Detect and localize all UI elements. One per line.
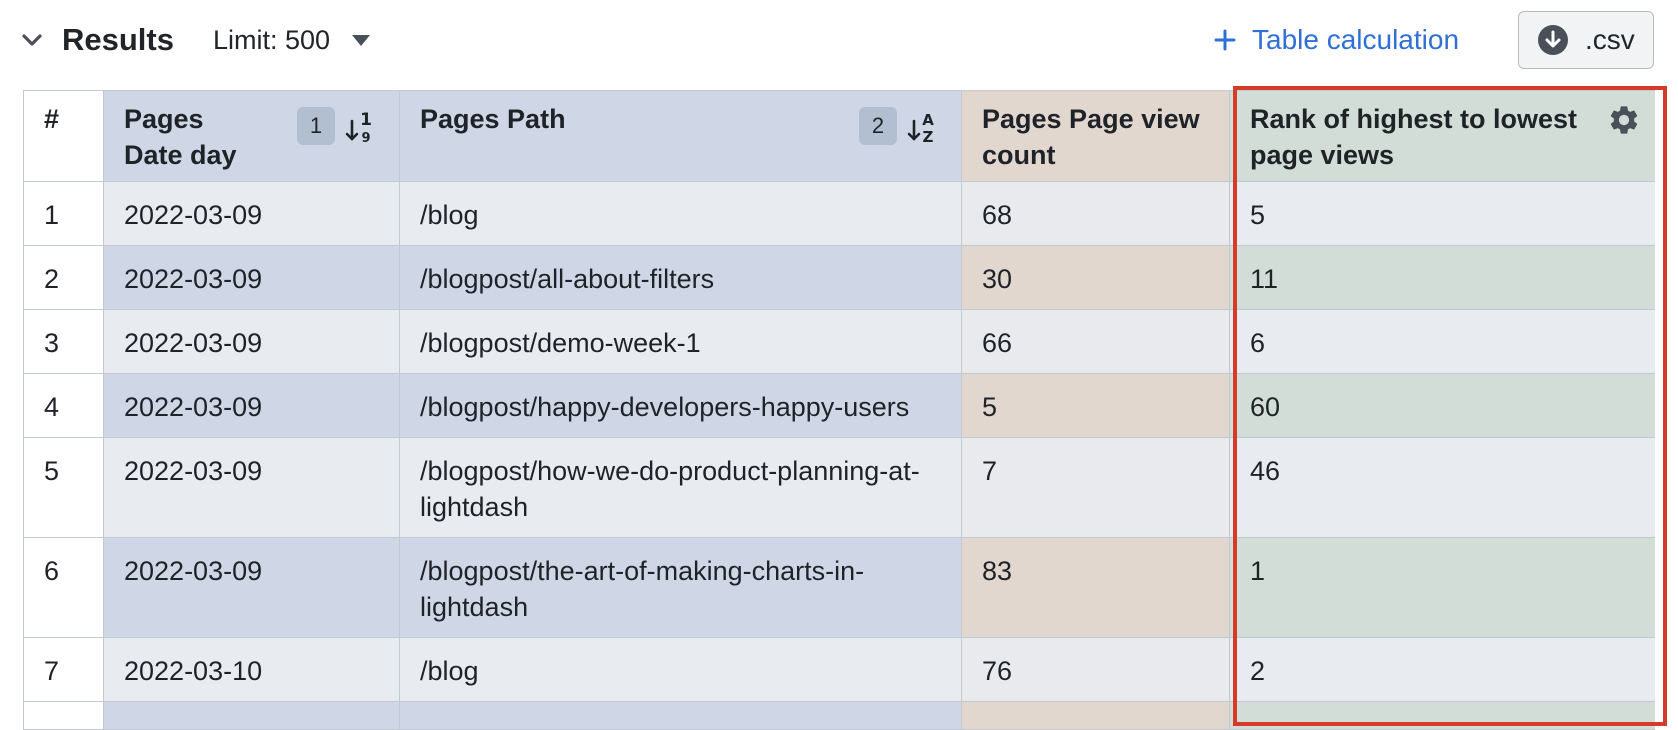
cell-pages-path[interactable]: /blog — [399, 181, 962, 246]
sort-ascending-numeric-icon: 1 9 — [345, 110, 372, 145]
cell-pages-date-day[interactable] — [103, 701, 400, 730]
cell-pages-path[interactable]: /blogpost/happy-developers-happy-users — [399, 373, 962, 438]
table-row: 5 2022-03-09/blogpost/how-we-do-product-p… — [23, 437, 1655, 538]
column-header-label: # — [44, 104, 60, 134]
cell-page-view-count[interactable]: 30 — [961, 245, 1230, 310]
cell-pages-path[interactable]: /blogpost/demo-week-1 — [399, 309, 962, 374]
cell-index[interactable]: 5 — [23, 437, 104, 538]
cell-pages-path[interactable]: /blogpost/all-about-filters — [399, 245, 962, 310]
svg-text:9: 9 — [361, 131, 370, 145]
cell-page-view-count[interactable]: 76 — [961, 637, 1230, 702]
cell-rank[interactable] — [1229, 701, 1655, 730]
add-table-calculation-button[interactable]: Table calculation — [1214, 20, 1459, 60]
cell-pages-path[interactable]: /blogpost/the-art-of-making-charts-in-li… — [399, 537, 962, 638]
results-table: # Pages Date day 1 1 9 Pag — [23, 90, 1655, 730]
cell-rank[interactable]: 11 — [1229, 245, 1655, 310]
download-icon — [1538, 25, 1568, 55]
cell-pages-path[interactable]: /blogpost/how-we-do-product-planning-at-… — [399, 437, 962, 538]
column-header-rank-table-calculation[interactable]: Rank of highest to lowest page views — [1229, 90, 1655, 182]
cell-pages-date-day[interactable]: 2022-03-09 — [103, 245, 400, 310]
limit-select[interactable]: Limit: 500 — [213, 20, 371, 60]
cell-page-view-count[interactable]: 5 — [961, 373, 1230, 438]
cell-pages-date-day[interactable]: 2022-03-09 — [103, 537, 400, 638]
table-row: 3 2022-03-09/blogpost/demo-week-1 66 6 — [23, 309, 1655, 374]
cell-page-view-count[interactable]: 66 — [961, 309, 1230, 374]
csv-label: .csv — [1585, 24, 1635, 55]
column-header-label: Rank of highest to lowest page views — [1250, 104, 1578, 170]
cell-index[interactable]: 6 — [23, 537, 104, 638]
gear-icon[interactable] — [1607, 103, 1641, 137]
cell-index[interactable]: 1 — [23, 181, 104, 246]
table-row: 2 2022-03-09/blogpost/all-about-filters 30… — [23, 245, 1655, 310]
table-row — [23, 701, 1655, 730]
cell-pages-date-day[interactable]: 2022-03-10 — [103, 637, 400, 702]
sort-order-badge: 1 — [297, 107, 335, 145]
cell-page-view-count[interactable]: 68 — [961, 181, 1230, 246]
table-row: 6 2022-03-09/blogpost/the-art-of-making-c… — [23, 537, 1655, 638]
sort-ascending-alpha-icon: A Z — [907, 111, 934, 145]
cell-index[interactable] — [23, 701, 104, 730]
cell-page-view-count[interactable]: 7 — [961, 437, 1230, 538]
cell-pages-path[interactable] — [399, 701, 962, 730]
plus-icon — [1214, 29, 1236, 51]
cell-rank[interactable]: 60 — [1229, 373, 1655, 438]
table-row: 4 2022-03-09/blogpost/happy-developers-ha… — [23, 373, 1655, 438]
column-header-pages-page-view-count[interactable]: Pages Page view count — [961, 90, 1230, 182]
svg-text:Z: Z — [923, 128, 934, 145]
cell-pages-date-day[interactable]: 2022-03-09 — [103, 437, 400, 538]
svg-text:1: 1 — [360, 110, 372, 130]
column-header-label: Pages Date day — [124, 104, 237, 170]
results-title: Results — [62, 22, 174, 57]
caret-down-icon — [352, 34, 371, 46]
cell-pages-date-day[interactable]: 2022-03-09 — [103, 181, 400, 246]
cell-page-view-count[interactable]: 83 — [961, 537, 1230, 638]
export-csv-button[interactable]: .csv — [1518, 11, 1654, 69]
cell-rank[interactable]: 5 — [1229, 181, 1655, 246]
limit-label: Limit: 500 — [213, 24, 331, 55]
table-header-row: # Pages Date day 1 1 9 Pag — [23, 90, 1655, 182]
results-header: Results Limit: 500 Table calculation .cs… — [0, 0, 1678, 82]
cell-page-view-count[interactable] — [961, 701, 1230, 730]
cell-index[interactable]: 2 — [23, 245, 104, 310]
table-row: 7 2022-03-10/blog 76 2 — [23, 637, 1655, 702]
sort-indicator[interactable]: 2 A Z — [859, 107, 937, 145]
cell-index[interactable]: 3 — [23, 309, 104, 374]
cell-pages-date-day[interactable]: 2022-03-09 — [103, 309, 400, 374]
table-body: 1 2022-03-09/blog 68 5 2 2022-03-09/blogpost/… — [23, 181, 1655, 730]
table-calculation-label: Table calculation — [1252, 24, 1460, 55]
chevron-down-icon[interactable] — [20, 28, 44, 52]
sort-order-badge: 2 — [859, 107, 897, 145]
cell-rank[interactable]: 2 — [1229, 637, 1655, 702]
column-header-index: # — [23, 90, 104, 182]
sort-indicator[interactable]: 1 1 9 — [297, 107, 375, 145]
cell-pages-path[interactable]: /blog — [399, 637, 962, 702]
cell-index[interactable]: 4 — [23, 373, 104, 438]
cell-rank[interactable]: 1 — [1229, 537, 1655, 638]
column-header-label: Pages Path — [420, 104, 566, 134]
column-header-pages-path[interactable]: Pages Path 2 A Z — [399, 90, 962, 182]
column-header-label: Pages Page view count — [982, 104, 1200, 170]
cell-rank[interactable]: 6 — [1229, 309, 1655, 374]
svg-text:A: A — [922, 111, 934, 129]
column-header-pages-date-day[interactable]: Pages Date day 1 1 9 — [103, 90, 400, 182]
results-table-container: # Pages Date day 1 1 9 Pag — [23, 90, 1655, 730]
cell-index[interactable]: 7 — [23, 637, 104, 702]
cell-rank[interactable]: 46 — [1229, 437, 1655, 538]
cell-pages-date-day[interactable]: 2022-03-09 — [103, 373, 400, 438]
table-row: 1 2022-03-09/blog 68 5 — [23, 181, 1655, 246]
